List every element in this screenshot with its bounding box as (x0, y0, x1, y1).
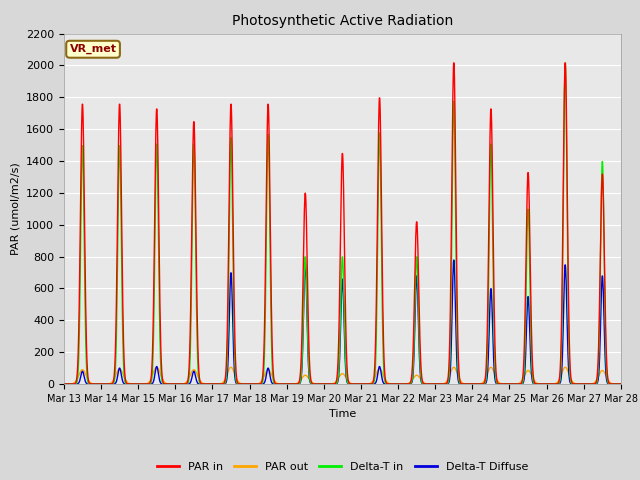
Line: Delta-T Diffuse: Delta-T Diffuse (64, 260, 621, 384)
Delta-T Diffuse (584, 381, 591, 387)
Delta-T Diffuse (568, 381, 575, 387)
Title: Photosynthetic Active Radiation: Photosynthetic Active Radiation (232, 14, 453, 28)
PAR out (359, 381, 367, 387)
PAR out (568, 378, 575, 384)
PAR out (617, 381, 625, 387)
PAR in (584, 381, 591, 387)
Delta-T in (504, 381, 512, 387)
PAR out (504, 381, 512, 387)
Delta-T Diffuse (60, 381, 68, 387)
X-axis label: Time: Time (329, 409, 356, 419)
Delta-T Diffuse (358, 381, 366, 387)
Delta-T in (561, 60, 569, 66)
Line: PAR in: PAR in (64, 63, 621, 384)
Delta-T in (358, 381, 366, 387)
PAR in (371, 368, 378, 373)
Delta-T in (371, 377, 378, 383)
PAR out (216, 381, 223, 387)
Delta-T Diffuse (371, 381, 378, 387)
PAR out (60, 381, 68, 387)
PAR in (60, 381, 68, 387)
PAR in (504, 381, 512, 387)
PAR out (153, 364, 161, 370)
Delta-T in (584, 381, 591, 387)
Text: VR_met: VR_met (70, 44, 116, 54)
Delta-T in (60, 381, 68, 387)
Delta-T Diffuse (216, 381, 223, 387)
Legend: PAR in, PAR out, Delta-T in, Delta-T Diffuse: PAR in, PAR out, Delta-T in, Delta-T Dif… (152, 457, 532, 477)
Delta-T in (216, 381, 223, 387)
PAR in (216, 381, 223, 387)
PAR in (450, 60, 458, 66)
PAR in (568, 380, 575, 385)
Delta-T in (568, 381, 575, 386)
Delta-T in (617, 381, 625, 387)
Line: PAR out: PAR out (64, 367, 621, 384)
PAR in (617, 381, 625, 387)
Y-axis label: PAR (umol/m2/s): PAR (umol/m2/s) (10, 162, 20, 255)
PAR out (584, 381, 591, 387)
PAR out (371, 374, 379, 380)
PAR in (358, 381, 366, 387)
Delta-T Diffuse (450, 257, 458, 263)
Delta-T Diffuse (617, 381, 625, 387)
Delta-T Diffuse (504, 381, 512, 387)
Line: Delta-T in: Delta-T in (64, 63, 621, 384)
